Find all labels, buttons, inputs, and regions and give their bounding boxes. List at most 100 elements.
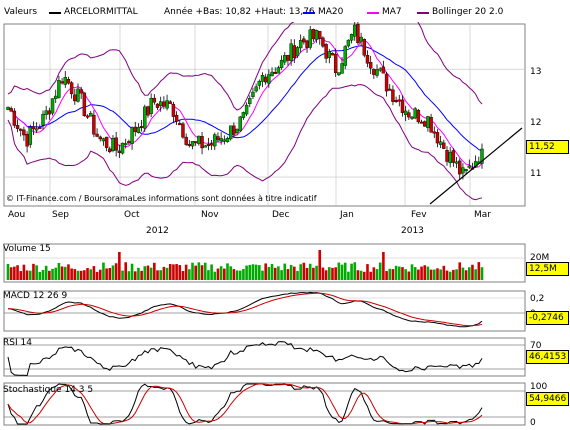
candle-53: [174, 115, 179, 122]
volume-last-value: 12,5M: [526, 262, 569, 276]
candle-111: [359, 36, 363, 42]
candle-22: [76, 88, 80, 102]
volume-bar-142: [458, 262, 462, 280]
candle-9: [34, 128, 39, 131]
candle-33: [111, 138, 115, 151]
volume-bar-73: [238, 270, 242, 280]
volume-bar-36: [121, 270, 124, 280]
volume-bar-97: [315, 265, 318, 280]
volume-bar-87: [283, 263, 287, 280]
candle-112: [362, 38, 366, 56]
candle-129: [416, 109, 421, 123]
volume-bar-125: [404, 269, 407, 280]
candle-29: [98, 136, 102, 140]
candle-15: [54, 95, 58, 99]
price-frame: [3, 23, 526, 207]
volume-bar-123: [397, 266, 401, 280]
candle-67: [219, 138, 223, 142]
candle-137: [442, 142, 446, 149]
volume-bar-121: [391, 269, 395, 280]
macd-tick-02: 0,2: [530, 294, 544, 304]
bollinger-upper: [7, 22, 483, 111]
candle-11: [41, 113, 45, 126]
candle-66: [216, 136, 220, 141]
candle-149: [480, 148, 484, 164]
candle-26: [89, 112, 93, 117]
candle-18: [63, 77, 67, 85]
rsi-last-value: 46,4153: [526, 350, 569, 364]
candle-83: [270, 71, 274, 77]
stoch-label: Stochastique 14 3 5: [3, 385, 94, 395]
candle-121: [391, 89, 395, 102]
candle-134: [432, 131, 436, 134]
macd-signal-line: [8, 292, 483, 327]
volume-bar-60: [197, 262, 201, 280]
volume-bar-140: [452, 269, 455, 280]
volume-bar-63: [207, 270, 210, 280]
volume-bar-89: [289, 264, 293, 280]
volume-bar-40: [133, 271, 137, 280]
volume-bar-28: [95, 271, 99, 280]
volume-bar-127: [410, 264, 414, 280]
candle-51: [168, 101, 172, 104]
candle-117: [378, 68, 382, 71]
stoch-last-value: 54,9466: [526, 392, 569, 406]
volume-label: Volume 15: [3, 244, 51, 254]
volume-bar-17: [60, 266, 64, 280]
candle-141: [454, 161, 459, 164]
candle-94: [305, 40, 309, 48]
volume-bar-13: [48, 270, 51, 280]
volume-bar-119: [385, 271, 388, 280]
volume-bar-65: [213, 271, 217, 280]
volume-bar-54: [178, 265, 182, 280]
volume-bar-51: [168, 263, 172, 280]
candle-19: [66, 79, 71, 84]
volume-bar-11: [41, 269, 45, 280]
candle-41: [136, 126, 141, 133]
candle-104: [337, 72, 341, 76]
volume-bar-100: [324, 270, 328, 280]
volume-bar-134: [432, 269, 436, 280]
candle-101: [327, 51, 332, 59]
candle-10: [38, 127, 42, 129]
volume-bar-1: [9, 267, 13, 280]
volume-bar-42: [140, 270, 143, 280]
candle-52: [171, 103, 176, 117]
trend-line: [429, 127, 523, 205]
volume-bar-86: [280, 270, 283, 280]
volume-bar-101: [328, 267, 331, 280]
volume-tick-20m: 20M: [530, 253, 549, 263]
price-tick-11: 11: [530, 169, 541, 179]
candle-108: [349, 33, 354, 41]
volume-bar-135: [436, 268, 439, 280]
volume-bar-99: [321, 267, 325, 280]
volume-bar-146: [471, 264, 474, 280]
volume-bar-69: [226, 263, 229, 280]
price-tick-13: 13: [530, 67, 541, 77]
volume-bar-53: [175, 264, 178, 280]
volume-bar-106: [343, 262, 347, 280]
chart-header: Valeurs ARCELORMITTAL Année +Bas: 10,82 …: [0, 0, 570, 22]
volume-bar-4: [19, 271, 23, 280]
price-chart: 13 12 11: [3, 22, 541, 207]
candle-62: [203, 145, 207, 148]
candle-93: [302, 38, 306, 43]
volume-bar-79: [258, 265, 261, 280]
candle-96: [311, 29, 316, 40]
month-mar: Mar: [474, 210, 491, 220]
volume-bar-6: [25, 270, 29, 280]
volume-bar-20: [70, 268, 73, 280]
rsi-line: [7, 341, 483, 377]
candle-132: [426, 116, 430, 129]
volume-bar-15: [54, 267, 58, 280]
volume-panel: 20M: [3, 243, 549, 283]
candle-106: [343, 46, 347, 66]
volume-bar-33: [111, 265, 115, 280]
candle-142: [458, 160, 462, 175]
candle-30: [101, 138, 106, 142]
volume-bar-129: [417, 269, 420, 280]
candle-139: [448, 151, 452, 164]
candle-25: [85, 115, 90, 118]
candle-58: [190, 141, 195, 147]
volume-bar-10: [38, 271, 42, 280]
